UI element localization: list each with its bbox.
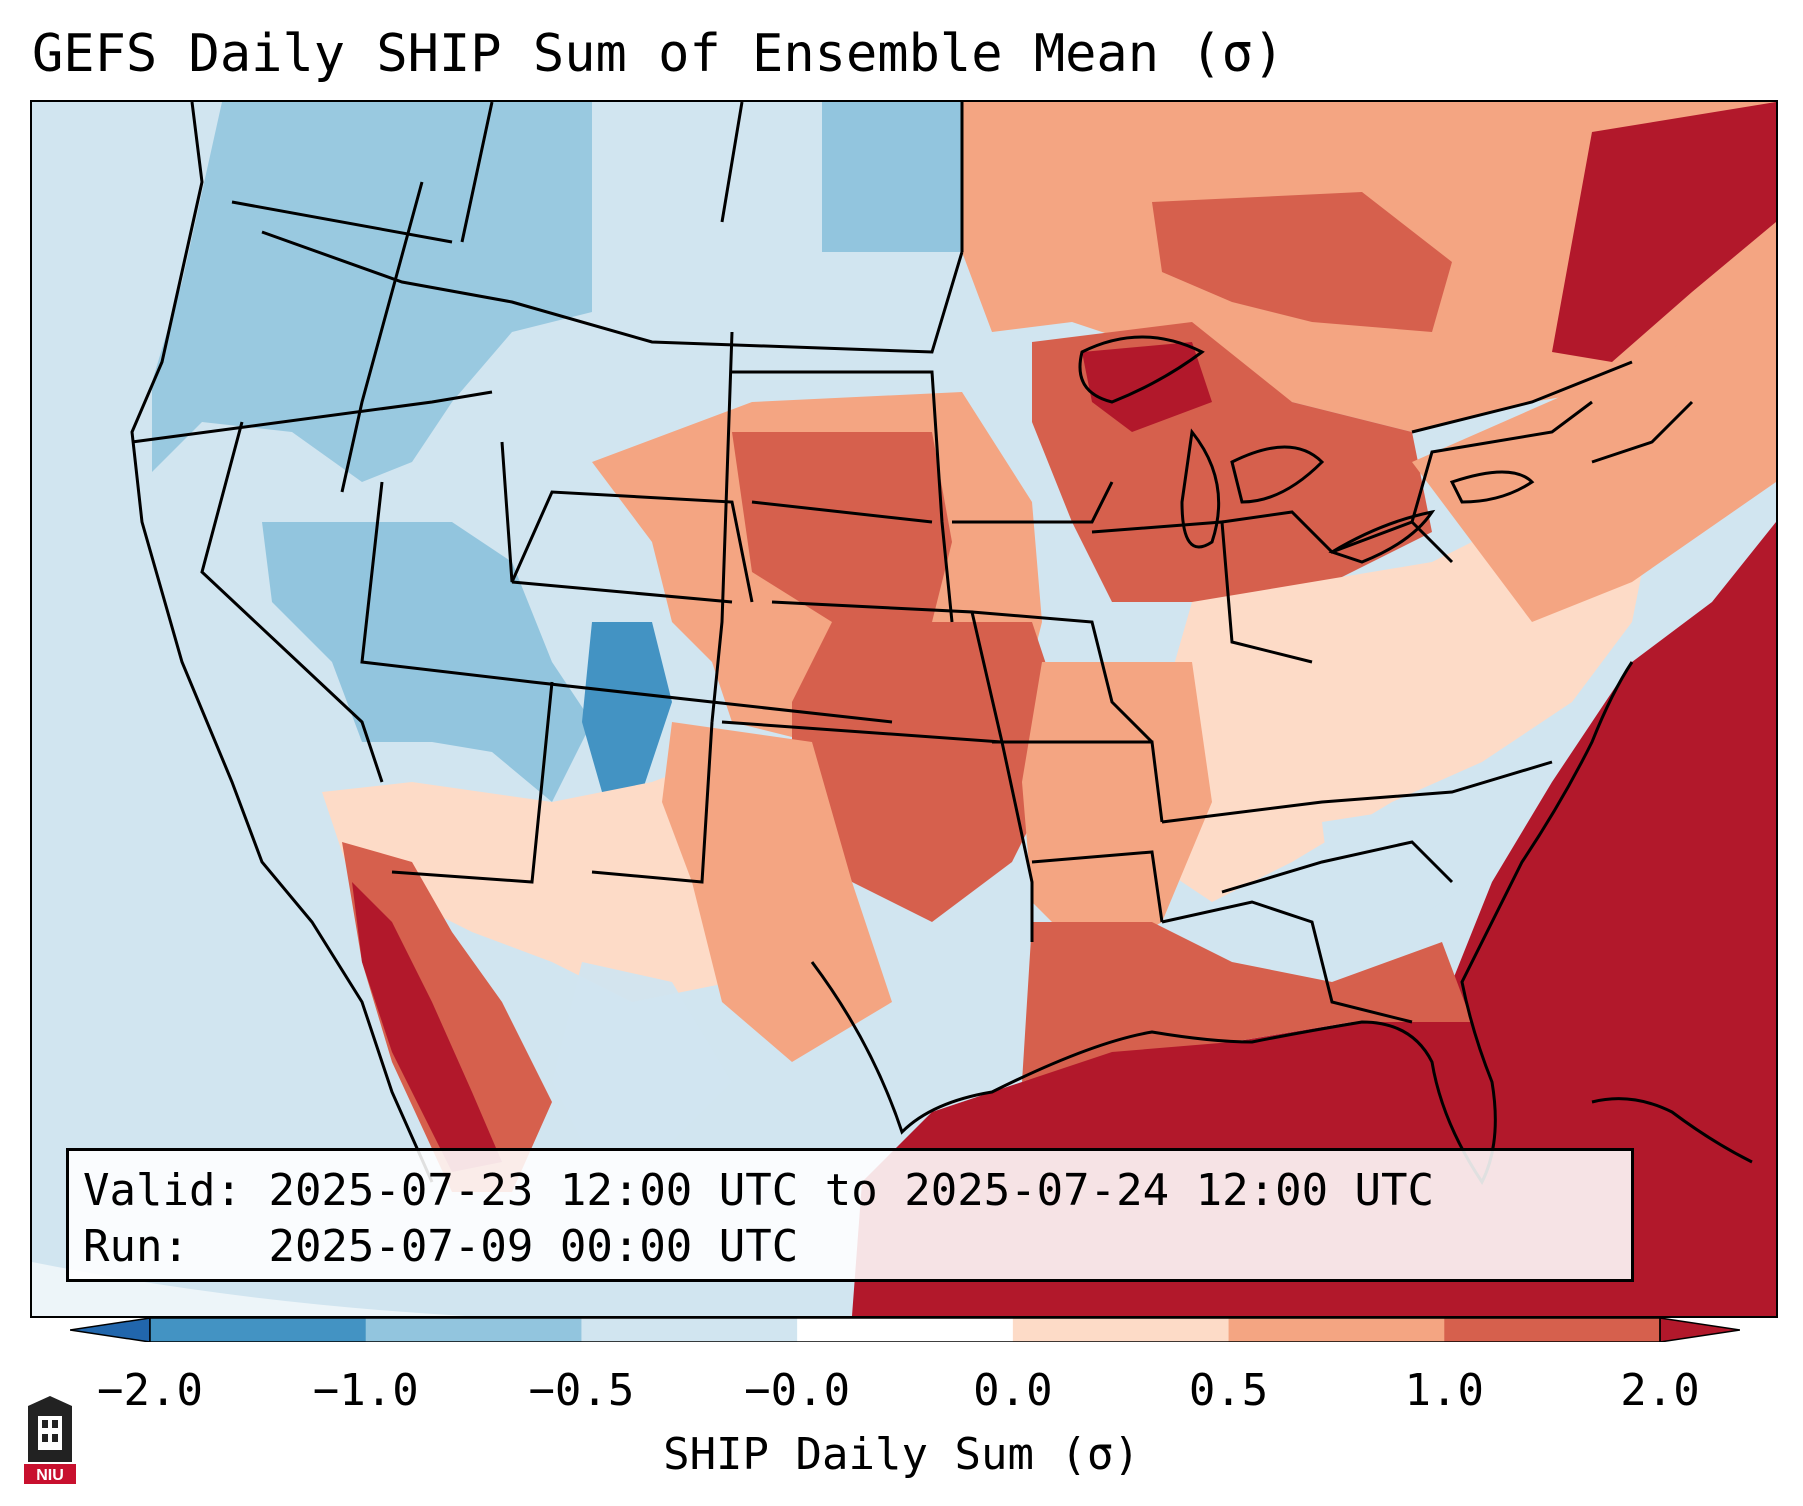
field-gulf-coast-warm — [1022, 922, 1472, 1082]
run-value: 2025-07-09 00:00 UTC — [268, 1221, 799, 1272]
field-texas-panhandle — [662, 722, 892, 1062]
field-quebec-hot — [1552, 102, 1776, 362]
colorbar-tick-label: 0.0 — [973, 1365, 1053, 1416]
colorbar-tick-label: −1.0 — [312, 1365, 419, 1416]
colorbar-tick-label: 2.0 — [1620, 1365, 1700, 1416]
colorbar-bin-1 — [365, 1318, 582, 1342]
colorbar-tick-label: 0.5 — [1188, 1365, 1269, 1416]
colorbar-bin-2 — [581, 1318, 798, 1342]
colorbar-tick-label: −2.0 — [97, 1365, 203, 1416]
colorbar-bins — [150, 1318, 1661, 1342]
field-carolinas-cool — [1322, 802, 1472, 922]
niu-logo-icon: NIU — [24, 1396, 76, 1484]
colorbar-tick-label: −0.0 — [744, 1365, 851, 1416]
valid-run-infobox: Valid: 2025-07-23 12:00 UTC to 2025-07-2… — [66, 1148, 1634, 1282]
field-gulf-california-hot — [352, 882, 502, 1172]
projection-edge — [32, 1262, 932, 1316]
colorbar-bin-5 — [1228, 1318, 1445, 1342]
field-dakotas-warm — [732, 432, 952, 622]
colorbar-frame — [149, 1318, 1661, 1342]
colorbar-bin-6 — [1444, 1318, 1661, 1342]
field-mississippi-valley — [1022, 662, 1212, 962]
field-ontario-warm — [1152, 192, 1452, 332]
great-lakes-outlines — [1078, 335, 1535, 564]
niu-logo-text: NIU — [36, 1467, 64, 1484]
run-label: Run: — [83, 1221, 189, 1272]
field-mexico-cool — [552, 962, 732, 1162]
colorbar-bin-4 — [1012, 1318, 1230, 1342]
field-great-basin-blue — [262, 522, 592, 802]
field-northwest-blue — [152, 102, 592, 482]
field-southwest-light — [322, 752, 732, 1002]
ship-field-map — [32, 102, 1776, 1316]
gulf-coastline — [810, 661, 1753, 1185]
state-borders — [130, 102, 1694, 1183]
colorbar-tick-label: −0.5 — [528, 1365, 635, 1416]
field-colorado-deep-blue — [582, 622, 672, 792]
colorbar — [70, 1318, 1740, 1342]
colorbar-tick-label: 1.0 — [1404, 1365, 1485, 1416]
colorbar-label: SHIP Daily Sum (σ) — [663, 1429, 1140, 1480]
field-atlantic-gulf-hot — [852, 522, 1776, 1316]
field-northern-plains-blue — [822, 102, 962, 252]
colorbar-bin-0 — [150, 1318, 367, 1342]
map-title: GEFS Daily SHIP Sum of Ensemble Mean (σ) — [32, 24, 1285, 84]
colorbar-over-triangle — [1659, 1318, 1740, 1342]
valid-label: Valid: — [83, 1165, 242, 1216]
field-kansas-oklahoma — [792, 622, 1072, 922]
valid-value: 2025-07-23 12:00 UTC to 2025-07-24 12:00… — [268, 1165, 1435, 1216]
map-panel — [30, 100, 1778, 1318]
colorbar-under-triangle — [70, 1318, 151, 1342]
colorbar-bin-3 — [797, 1318, 1014, 1342]
